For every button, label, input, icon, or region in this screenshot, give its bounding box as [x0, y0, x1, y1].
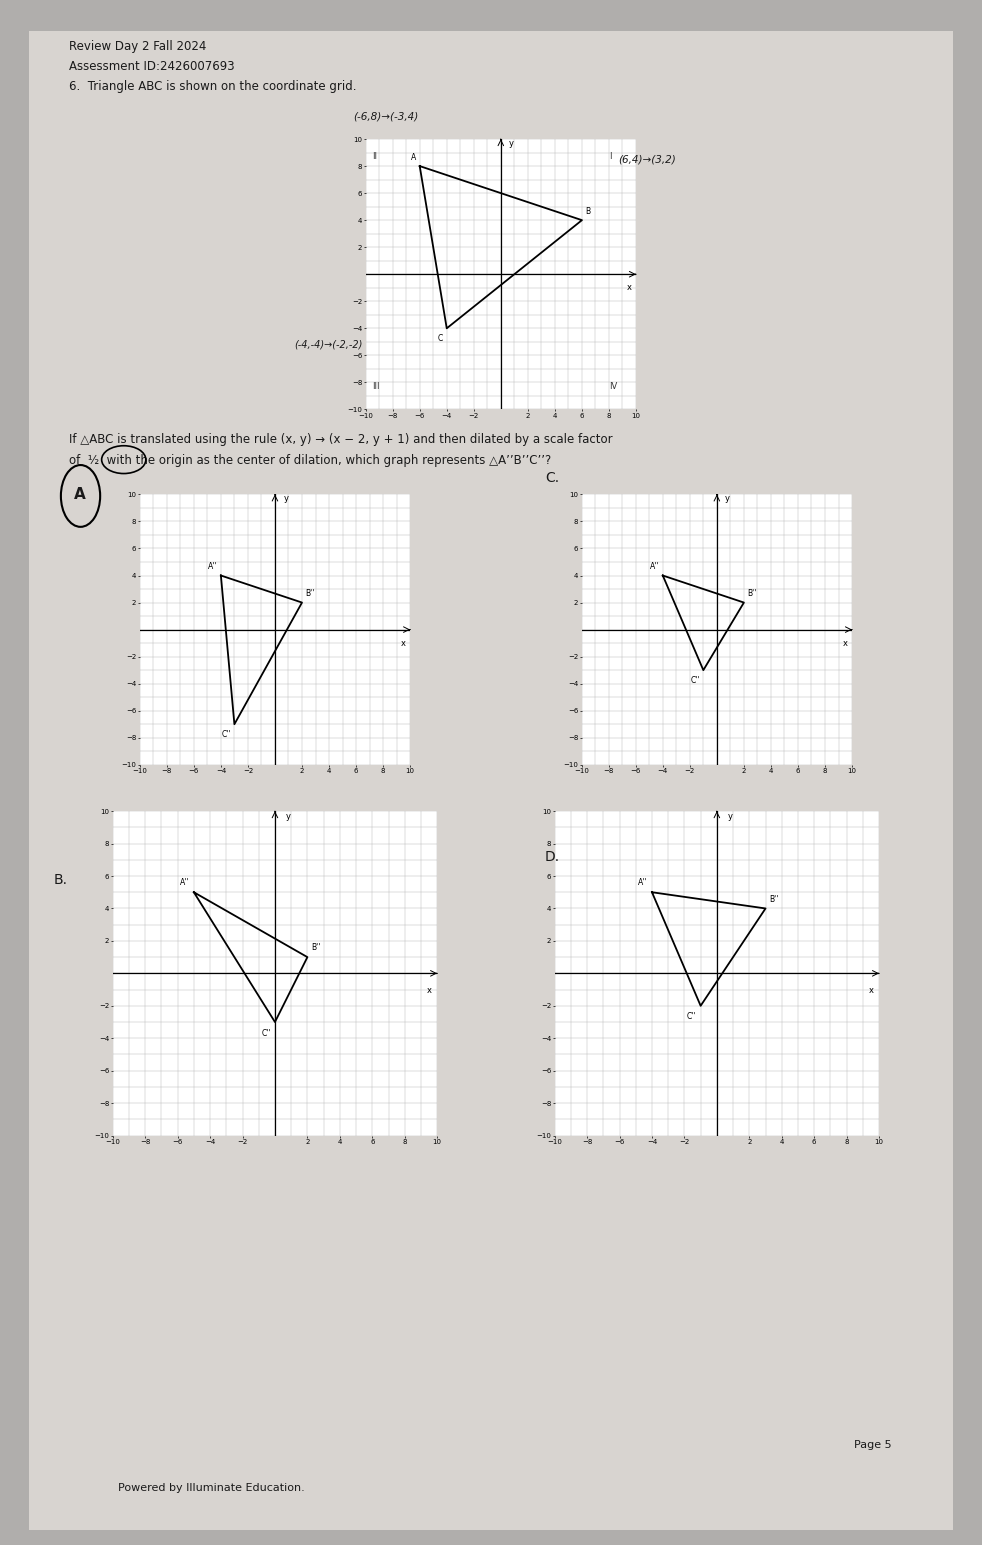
Text: y: y: [509, 139, 515, 148]
Text: D.: D.: [545, 850, 560, 864]
Text: Assessment ID:2426007693: Assessment ID:2426007693: [69, 60, 235, 73]
Text: x: x: [401, 638, 406, 647]
Text: y: y: [728, 813, 733, 822]
Text: A'': A'': [650, 562, 659, 572]
Text: Powered by Illuminate Education.: Powered by Illuminate Education.: [118, 1483, 304, 1492]
Text: x: x: [627, 283, 631, 292]
Text: Page 5: Page 5: [854, 1440, 892, 1449]
Text: Review Day 2 Fall 2024: Review Day 2 Fall 2024: [69, 40, 206, 53]
Text: A'': A'': [638, 879, 648, 887]
Text: I: I: [609, 153, 612, 161]
Text: C'': C'': [261, 1029, 271, 1038]
Text: A: A: [74, 487, 85, 502]
Text: A: A: [411, 153, 416, 162]
Text: III: III: [372, 382, 380, 391]
Text: C'': C'': [222, 729, 231, 739]
Text: II: II: [372, 153, 377, 161]
Text: 6.  Triangle ABC is shown on the coordinate grid.: 6. Triangle ABC is shown on the coordina…: [69, 80, 356, 93]
Text: A'': A'': [181, 879, 190, 887]
Text: of  ½  with the origin as the center of dilation, which graph represents △A’’B’’: of ½ with the origin as the center of di…: [69, 454, 551, 467]
Text: (-4,-4)→(-2,-2): (-4,-4)→(-2,-2): [295, 340, 363, 349]
Text: C: C: [438, 334, 443, 343]
Text: (-6,8)→(-3,4): (-6,8)→(-3,4): [354, 111, 418, 121]
Text: x: x: [426, 986, 431, 995]
Text: If △ABC is translated using the rule (x, y) → (x − 2, y + 1) and then dilated by: If △ABC is translated using the rule (x,…: [69, 433, 613, 445]
Text: (6,4)→(3,2): (6,4)→(3,2): [619, 154, 677, 164]
Text: y: y: [283, 494, 289, 504]
Text: IV: IV: [609, 382, 618, 391]
Text: B.: B.: [54, 873, 68, 887]
Text: B'': B'': [770, 895, 779, 904]
Text: x: x: [868, 986, 873, 995]
Text: B'': B'': [747, 590, 757, 598]
Text: y: y: [725, 494, 731, 504]
Text: x: x: [843, 638, 847, 647]
Text: C'': C'': [690, 675, 700, 684]
Text: C.: C.: [545, 471, 559, 485]
Text: A'': A'': [208, 562, 217, 572]
Text: B: B: [585, 207, 590, 216]
Text: B'': B'': [311, 944, 321, 952]
Text: y: y: [286, 813, 291, 822]
Text: B'': B'': [305, 590, 315, 598]
Text: C'': C'': [687, 1012, 696, 1021]
